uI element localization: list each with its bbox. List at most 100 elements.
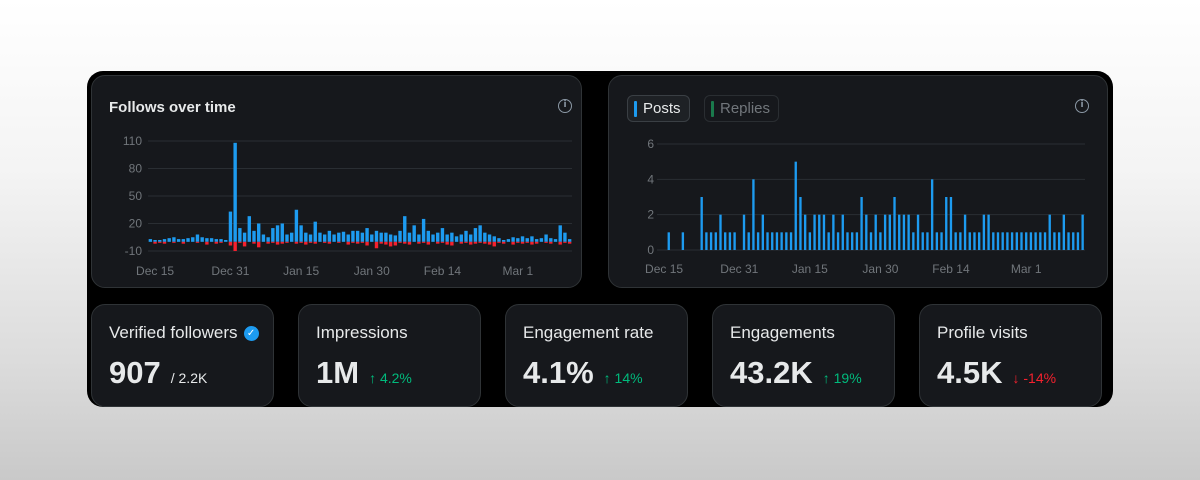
chart-bar[interactable] — [483, 232, 487, 242]
chart-bar[interactable] — [534, 241, 539, 244]
chart-bar[interactable] — [393, 235, 398, 242]
chart-bar[interactable] — [436, 241, 440, 244]
chart-bar[interactable] — [497, 238, 501, 242]
chart-bar[interactable] — [497, 241, 501, 243]
chart-bar[interactable] — [162, 241, 167, 244]
chart-bar[interactable] — [1053, 232, 1056, 250]
chart-bar[interactable] — [209, 238, 214, 242]
chart-bar[interactable] — [403, 241, 407, 244]
chart-bar[interactable] — [747, 232, 750, 250]
chart-bar[interactable] — [879, 232, 882, 250]
chart-bar[interactable] — [996, 232, 1000, 250]
chart-bar[interactable] — [266, 241, 270, 244]
chart-bar[interactable] — [1001, 232, 1004, 250]
chart-bar[interactable] — [332, 234, 336, 242]
chart-bar[interactable] — [832, 214, 835, 250]
chart-bar[interactable] — [520, 241, 525, 244]
chart-bar[interactable] — [384, 241, 388, 245]
chart-bar[interactable] — [992, 232, 995, 250]
chart-bar[interactable] — [898, 214, 901, 250]
chart-bar[interactable] — [440, 241, 445, 243]
chart-bar[interactable] — [459, 241, 463, 244]
chart-bar[interactable] — [483, 241, 487, 244]
chart-bar[interactable] — [516, 241, 520, 243]
chart-bar[interactable] — [558, 225, 562, 242]
chart-bar[interactable] — [780, 232, 783, 250]
chart-bar[interactable] — [417, 234, 421, 242]
chart-bar[interactable] — [205, 238, 209, 242]
chart-bar[interactable] — [667, 232, 670, 250]
chart-bar[interactable] — [252, 230, 256, 242]
chart-bar[interactable] — [567, 239, 572, 242]
chart-bar[interactable] — [511, 237, 515, 242]
chart-bar[interactable] — [195, 234, 200, 242]
chart-bar[interactable] — [794, 161, 797, 250]
chart-bar[interactable] — [501, 240, 506, 242]
chart-bar[interactable] — [158, 240, 162, 242]
chart-bar[interactable] — [275, 225, 280, 242]
chart-bar[interactable] — [851, 232, 854, 250]
info-icon[interactable]: i — [1075, 99, 1089, 113]
chart-bar[interactable] — [492, 241, 496, 247]
chart-bar[interactable] — [949, 197, 953, 250]
metric-engagements[interactable]: Engagements 43.2K ↑ 19% — [712, 304, 895, 407]
chart-bar[interactable] — [473, 228, 478, 242]
chart-bar[interactable] — [318, 232, 322, 242]
chart-bar[interactable] — [214, 241, 219, 244]
chart-bar[interactable] — [487, 241, 492, 245]
chart-bar[interactable] — [874, 214, 877, 250]
chart-bar[interactable] — [186, 238, 190, 242]
chart-bar[interactable] — [530, 236, 534, 242]
chart-bar[interactable] — [238, 241, 242, 243]
metric-verified-followers[interactable]: Verified followers ✓ 907 / 2.2K — [91, 304, 274, 407]
chart-bar[interactable] — [860, 197, 863, 250]
chart-bar[interactable] — [558, 241, 562, 245]
chart-bar[interactable] — [431, 234, 435, 242]
chart-bar[interactable] — [327, 241, 332, 244]
chart-bar[interactable] — [337, 241, 341, 243]
chart-bar[interactable] — [388, 234, 393, 242]
chart-bar[interactable] — [553, 239, 558, 242]
chart-bar[interactable] — [549, 238, 553, 242]
chart-bar[interactable] — [379, 241, 383, 244]
chart-bar[interactable] — [865, 214, 868, 250]
chart-bar[interactable] — [469, 234, 473, 242]
chart-bar[interactable] — [534, 239, 539, 242]
chart-bar[interactable] — [978, 232, 981, 250]
chart-bar[interactable] — [275, 241, 280, 245]
chart-bar[interactable] — [963, 214, 967, 250]
chart-bar[interactable] — [869, 232, 873, 250]
chart-bar[interactable] — [417, 241, 421, 244]
chart-bar[interactable] — [242, 241, 247, 247]
chart-bar[interactable] — [459, 234, 463, 242]
chart-bar[interactable] — [1057, 232, 1061, 250]
chart-bar[interactable] — [803, 214, 807, 250]
chart-bar[interactable] — [487, 234, 492, 242]
info-icon[interactable]: i — [558, 99, 572, 113]
chart-bar[interactable] — [926, 232, 929, 250]
chart-bar[interactable] — [280, 241, 284, 244]
chart-bar[interactable] — [563, 241, 567, 243]
chart-bar[interactable] — [544, 234, 548, 242]
chart-bar[interactable] — [1081, 214, 1084, 250]
chart-bar[interactable] — [313, 241, 317, 244]
chart-bar[interactable] — [398, 230, 402, 242]
chart-bar[interactable] — [322, 234, 327, 242]
chart-bar[interactable] — [902, 214, 906, 250]
chart-bar[interactable] — [379, 232, 383, 242]
chart-bar[interactable] — [836, 232, 840, 250]
chart-bar[interactable] — [153, 240, 157, 242]
chart-bar[interactable] — [271, 228, 275, 242]
chart-bar[interactable] — [940, 232, 943, 250]
chart-bar[interactable] — [752, 179, 755, 250]
chart-bar[interactable] — [289, 232, 294, 242]
chart-bar[interactable] — [436, 232, 440, 242]
chart-bar[interactable] — [167, 238, 171, 242]
metric-profile-visits[interactable]: Profile visits 4.5K ↓ -14% — [919, 304, 1102, 407]
chart-bar[interactable] — [945, 197, 948, 250]
chart-bar[interactable] — [567, 241, 572, 244]
chart-bar[interactable] — [181, 241, 186, 244]
chart-bar[interactable] — [525, 238, 529, 242]
chart-bar[interactable] — [271, 241, 275, 243]
chart-bar[interactable] — [238, 228, 242, 242]
